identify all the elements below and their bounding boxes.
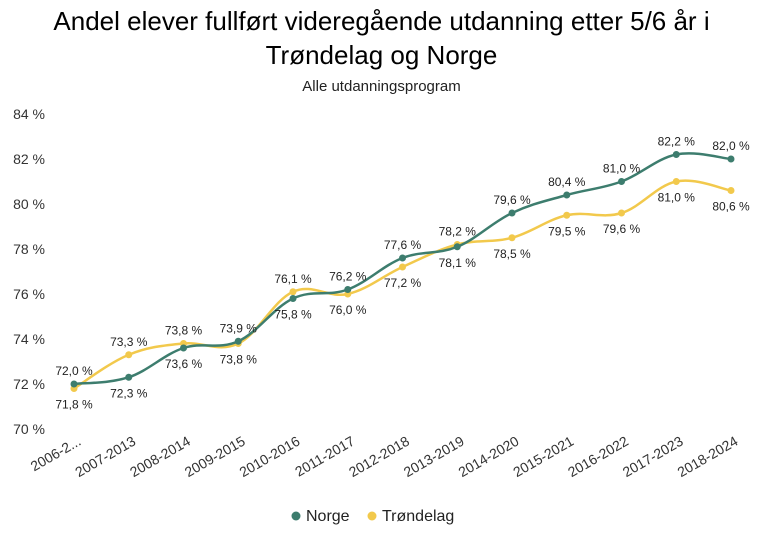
data-point [399, 263, 406, 271]
x-tick-label: 2012-2018 [346, 433, 412, 480]
legend-label: Norge [306, 508, 350, 525]
x-tick-label: 2018-2024 [675, 433, 741, 480]
data-label: 77,6 % [384, 238, 422, 252]
data-label: 78,5 % [493, 247, 531, 261]
data-label: 82,2 % [658, 135, 696, 149]
data-label: 81,0 % [658, 191, 696, 205]
data-point [70, 380, 78, 388]
data-label: 80,6 % [712, 200, 750, 214]
data-label: 79,5 % [548, 224, 586, 238]
x-tick-label: 2014-2020 [456, 433, 522, 480]
data-label: 73,6 % [165, 357, 203, 371]
x-tick-label: 2017-2023 [620, 433, 686, 480]
y-tick-label: 82 % [13, 151, 45, 167]
data-point [508, 209, 516, 217]
y-tick-label: 84 % [13, 106, 45, 122]
data-label: 73,9 % [220, 321, 258, 335]
data-label: 72,0 % [55, 364, 93, 378]
legend-marker [367, 511, 377, 521]
data-label: 71,8 % [55, 398, 93, 412]
x-tick-label: 2015-2021 [510, 433, 576, 480]
data-point [234, 337, 242, 345]
legend-marker [291, 511, 301, 521]
chart-subtitle: Alle utdanningsprogram [302, 78, 461, 95]
data-point [618, 209, 625, 217]
y-tick-label: 72 % [13, 376, 45, 392]
data-label: 76,0 % [329, 303, 367, 317]
data-point [125, 351, 133, 359]
data-label: 81,0 % [603, 162, 641, 176]
data-point [289, 295, 297, 302]
data-point [727, 187, 735, 194]
data-label: 77,2 % [384, 276, 422, 290]
data-point [672, 151, 680, 158]
data-label: 78,2 % [439, 225, 477, 239]
legend-label: Trøndelag [382, 508, 454, 525]
data-label: 75,8 % [274, 308, 312, 322]
data-label: 72,3 % [110, 386, 148, 400]
y-tick-label: 76 % [13, 286, 45, 302]
x-tick-label: 2007-2013 [72, 433, 138, 480]
data-label: 78,1 % [439, 256, 477, 270]
y-tick-label: 80 % [13, 196, 45, 212]
x-tick-label: 2016-2022 [565, 433, 631, 480]
data-label: 73,8 % [220, 353, 258, 367]
data-point [563, 211, 571, 219]
data-label: 80,4 % [548, 175, 586, 189]
data-label: 76,2 % [329, 270, 367, 284]
data-point [672, 178, 680, 185]
y-tick-label: 74 % [13, 331, 45, 347]
data-point [563, 191, 571, 199]
data-point [727, 155, 735, 163]
data-label: 73,8 % [165, 324, 203, 338]
data-point [125, 373, 133, 381]
x-tick-label: 2009-2015 [182, 433, 248, 480]
x-tick-label: 2013-2019 [401, 433, 467, 480]
data-point [508, 234, 516, 242]
data-label: 79,6 % [493, 193, 531, 207]
data-point [289, 288, 297, 296]
data-point [453, 243, 461, 251]
x-tick-label: 2010-2016 [237, 433, 303, 480]
x-tick-label: 2011-2017 [292, 433, 357, 480]
data-label: 73,3 % [110, 335, 148, 349]
data-label: 82,0 % [712, 139, 750, 153]
chart-title-line2: Trøndelag og Norge [265, 40, 498, 70]
y-tick-label: 70 % [13, 421, 45, 437]
data-point [344, 286, 352, 293]
data-point [180, 344, 187, 352]
chart-title-line1: Andel elever fullført videregående utdan… [53, 6, 710, 36]
data-point [618, 178, 625, 185]
data-label: 76,1 % [274, 272, 312, 286]
data-label: 79,6 % [603, 222, 641, 236]
x-tick-label: 2008-2014 [127, 433, 193, 480]
y-tick-label: 78 % [13, 241, 45, 257]
data-point [399, 254, 406, 262]
